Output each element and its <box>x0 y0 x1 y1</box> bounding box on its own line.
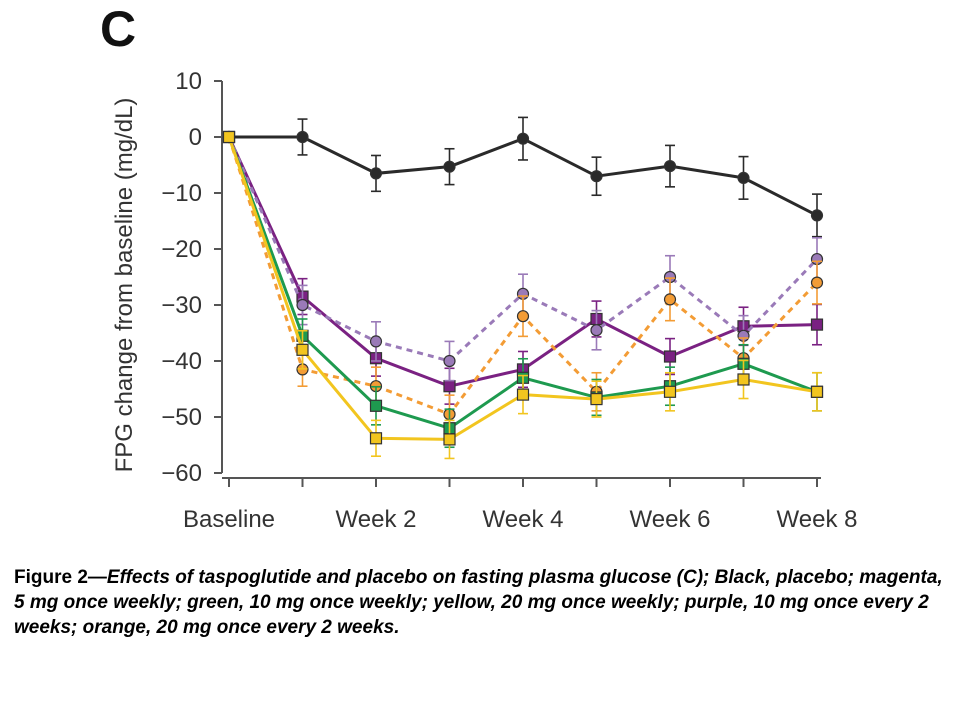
y-tick-label: −30 <box>161 292 202 319</box>
data-point <box>296 298 309 312</box>
data-point <box>369 432 383 445</box>
data-point <box>663 350 677 363</box>
data-point <box>737 171 750 184</box>
data-point <box>810 276 824 289</box>
data-point <box>369 335 383 348</box>
data-point <box>443 380 456 393</box>
series-5 <box>222 130 824 460</box>
y-tick-label: 0 <box>189 124 202 151</box>
series-layer <box>222 116 824 460</box>
y-tick-label: −50 <box>161 404 202 431</box>
data-point <box>663 160 677 173</box>
panel-label: C <box>100 1 136 57</box>
x-tick-label: Week 6 <box>630 506 711 533</box>
caption-prefix: Figure 2— <box>14 567 107 588</box>
axes: 10 0 −10 −20 −30 −40 −50 −60 Baseline Week 2 Week … <box>161 68 857 533</box>
fpg-change-chart: C FPG change from baseline (mg/dL) 10 0 −1… <box>100 1 857 533</box>
data-point <box>663 293 677 306</box>
x-tick-label: Week 8 <box>777 506 858 533</box>
figure-caption: Figure 2—Effects of taspoglutide and pla… <box>14 565 949 640</box>
y-tick-label: −10 <box>161 180 202 207</box>
data-point <box>296 343 309 356</box>
y-tick-label: −40 <box>161 348 202 375</box>
series-2 <box>222 130 824 382</box>
data-point <box>590 324 603 337</box>
data-point <box>296 130 309 144</box>
data-point <box>590 392 603 406</box>
data-point <box>516 310 530 323</box>
data-point <box>516 132 530 145</box>
y-tick-label: 10 <box>175 68 202 95</box>
data-point <box>663 385 677 398</box>
y-tick-label: −20 <box>161 236 202 263</box>
y-axis-label: FPG change from baseline (mg/dL) <box>111 98 138 473</box>
y-tick-label: −60 <box>161 460 202 487</box>
data-point <box>810 209 824 222</box>
data-point <box>516 388 530 401</box>
x-tick-label: Baseline <box>183 506 275 533</box>
data-point <box>443 354 456 368</box>
data-point <box>810 385 824 398</box>
data-point <box>369 399 383 412</box>
data-point <box>737 373 750 386</box>
data-point <box>443 160 456 173</box>
data-point <box>222 130 236 144</box>
series-0 <box>222 116 824 238</box>
data-point <box>443 433 456 446</box>
x-tick-label: Week 2 <box>336 506 417 533</box>
x-tick-label: Week 4 <box>483 506 564 533</box>
data-point <box>810 318 824 331</box>
caption-body: Effects of taspoglutide and placebo on f… <box>14 567 943 638</box>
data-point <box>590 170 603 183</box>
data-point <box>369 167 383 180</box>
